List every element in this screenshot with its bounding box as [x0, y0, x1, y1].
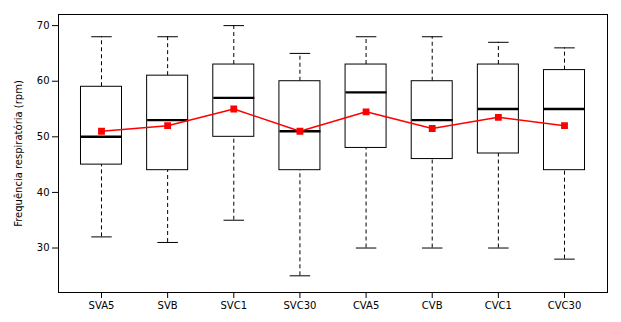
- svg-text:30: 30: [37, 242, 50, 253]
- svg-text:50: 50: [37, 131, 50, 142]
- svg-text:70: 70: [37, 20, 50, 31]
- svg-text:Frequência respiratória (rpm): Frequência respiratória (rpm): [13, 80, 24, 227]
- svg-text:SVA5: SVA5: [89, 300, 115, 311]
- svg-text:SVC30: SVC30: [283, 300, 316, 311]
- svg-text:SVB: SVB: [158, 300, 178, 311]
- svg-text:CVC1: CVC1: [485, 300, 512, 311]
- svg-text:40: 40: [37, 187, 50, 198]
- svg-text:SVC1: SVC1: [221, 300, 248, 311]
- svg-text:60: 60: [37, 75, 50, 86]
- svg-text:CVB: CVB: [422, 300, 443, 311]
- svg-text:CVA5: CVA5: [353, 300, 379, 311]
- svg-text:CVC30: CVC30: [548, 300, 582, 311]
